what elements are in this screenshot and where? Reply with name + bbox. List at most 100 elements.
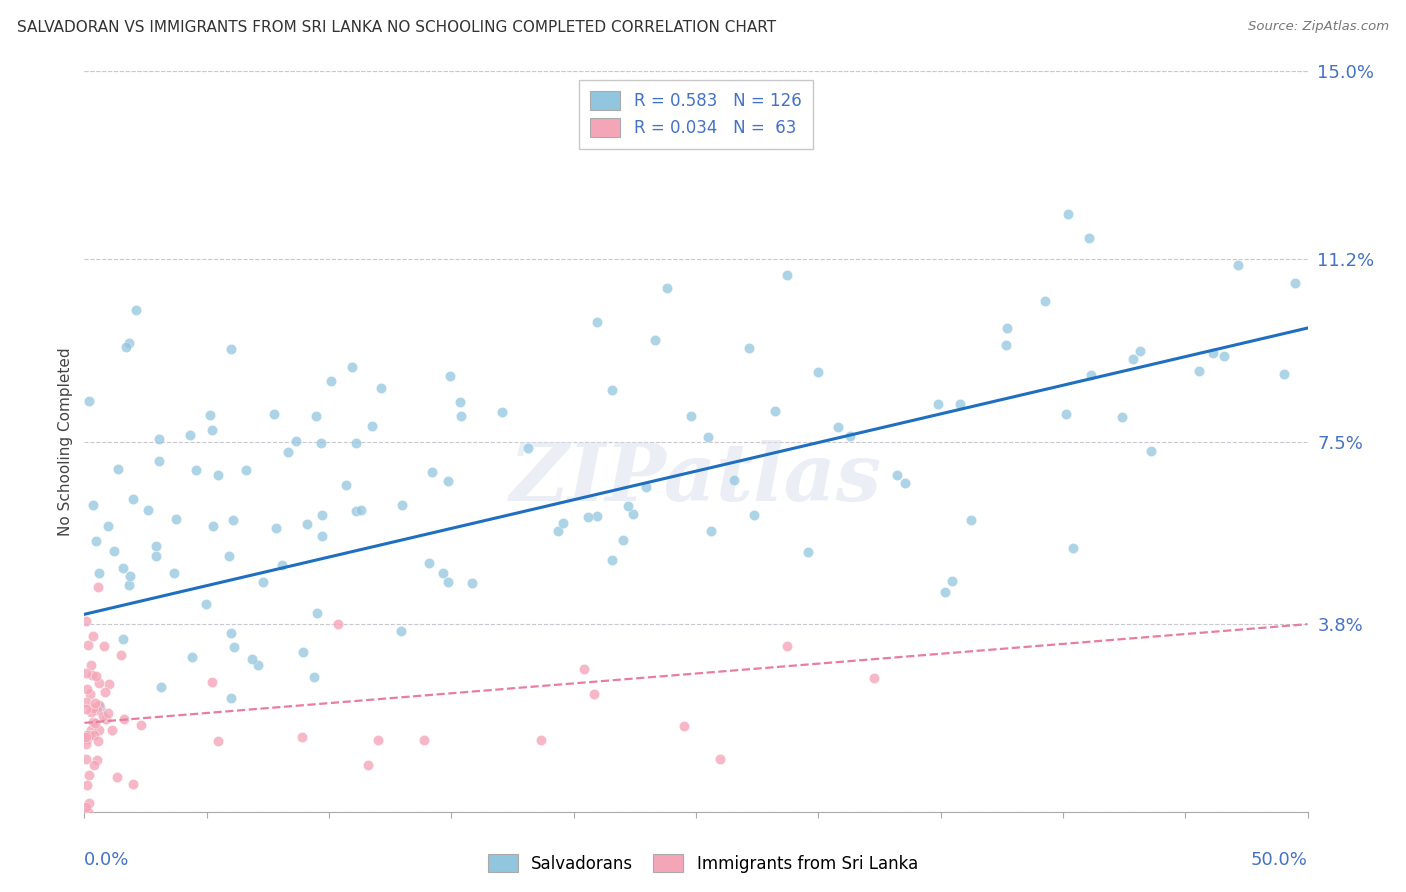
- Point: [838, 429, 860, 443]
- Point: [344, 436, 367, 450]
- Point: [1080, 368, 1102, 383]
- Point: [87, 734, 110, 748]
- Point: [681, 409, 703, 423]
- Point: [311, 529, 333, 543]
- Text: ZIPatlas: ZIPatlas: [510, 440, 882, 517]
- Point: [149, 680, 172, 694]
- Point: [418, 556, 440, 570]
- Point: [84, 696, 107, 710]
- Point: [370, 381, 392, 395]
- Point: [1057, 207, 1080, 221]
- Point: [328, 617, 350, 632]
- Point: [959, 513, 981, 527]
- Point: [145, 549, 167, 563]
- Point: [129, 718, 152, 732]
- Point: [1122, 351, 1144, 366]
- Point: [75, 694, 97, 708]
- Point: [291, 731, 314, 745]
- Point: [776, 639, 799, 653]
- Point: [617, 500, 640, 514]
- Point: [600, 383, 623, 397]
- Point: [530, 733, 553, 747]
- Point: [723, 473, 745, 487]
- Point: [292, 645, 315, 659]
- Point: [583, 687, 606, 701]
- Point: [89, 723, 111, 737]
- Point: [612, 533, 634, 548]
- Point: [439, 369, 461, 384]
- Point: [1111, 409, 1133, 424]
- Point: [181, 650, 204, 665]
- Point: [285, 434, 308, 449]
- Point: [194, 597, 217, 611]
- Point: [634, 480, 657, 494]
- Point: [1054, 407, 1077, 421]
- Point: [75, 702, 97, 716]
- Point: [709, 752, 731, 766]
- Point: [797, 545, 820, 559]
- Point: [551, 516, 574, 531]
- Point: [360, 418, 382, 433]
- Point: [198, 408, 221, 422]
- Point: [77, 768, 100, 782]
- Point: [118, 578, 141, 592]
- Point: [450, 409, 472, 423]
- Point: [163, 566, 186, 581]
- Text: 50.0%: 50.0%: [1251, 851, 1308, 869]
- Point: [235, 463, 257, 477]
- Point: [335, 477, 357, 491]
- Point: [252, 575, 274, 590]
- Point: [246, 658, 269, 673]
- Point: [83, 715, 105, 730]
- Point: [309, 436, 332, 450]
- Point: [1272, 367, 1295, 381]
- Point: [827, 419, 849, 434]
- Point: [311, 508, 333, 522]
- Point: [179, 427, 201, 442]
- Point: [432, 566, 454, 580]
- Point: [263, 407, 285, 421]
- Point: [184, 463, 207, 477]
- Point: [277, 445, 299, 459]
- Point: [927, 397, 949, 411]
- Point: [420, 466, 443, 480]
- Point: [76, 728, 98, 742]
- Point: [77, 796, 100, 810]
- Point: [125, 302, 148, 317]
- Point: [89, 700, 111, 714]
- Point: [89, 698, 111, 712]
- Point: [165, 512, 187, 526]
- Point: [98, 676, 121, 690]
- Point: [547, 524, 569, 538]
- Point: [76, 731, 98, 746]
- Point: [994, 338, 1017, 352]
- Point: [115, 340, 138, 354]
- Point: [585, 315, 607, 329]
- Point: [1202, 345, 1225, 359]
- Text: SALVADORAN VS IMMIGRANTS FROM SRI LANKA NO SCHOOLING COMPLETED CORRELATION CHART: SALVADORAN VS IMMIGRANTS FROM SRI LANKA …: [17, 20, 776, 35]
- Point: [75, 614, 97, 628]
- Point: [319, 374, 342, 388]
- Point: [697, 429, 720, 443]
- Point: [82, 701, 104, 715]
- Point: [744, 508, 766, 523]
- Point: [1188, 364, 1211, 378]
- Point: [222, 513, 245, 527]
- Point: [83, 757, 105, 772]
- Point: [75, 800, 97, 814]
- Point: [621, 508, 644, 522]
- Point: [87, 580, 110, 594]
- Point: [111, 632, 134, 646]
- Point: [76, 778, 98, 792]
- Point: [437, 474, 460, 488]
- Point: [84, 669, 107, 683]
- Point: [75, 731, 97, 745]
- Point: [344, 504, 367, 518]
- Point: [1033, 294, 1056, 309]
- Point: [101, 723, 124, 738]
- Point: [1284, 276, 1306, 290]
- Point: [449, 394, 471, 409]
- Point: [437, 575, 460, 590]
- Point: [136, 503, 159, 517]
- Point: [585, 508, 607, 523]
